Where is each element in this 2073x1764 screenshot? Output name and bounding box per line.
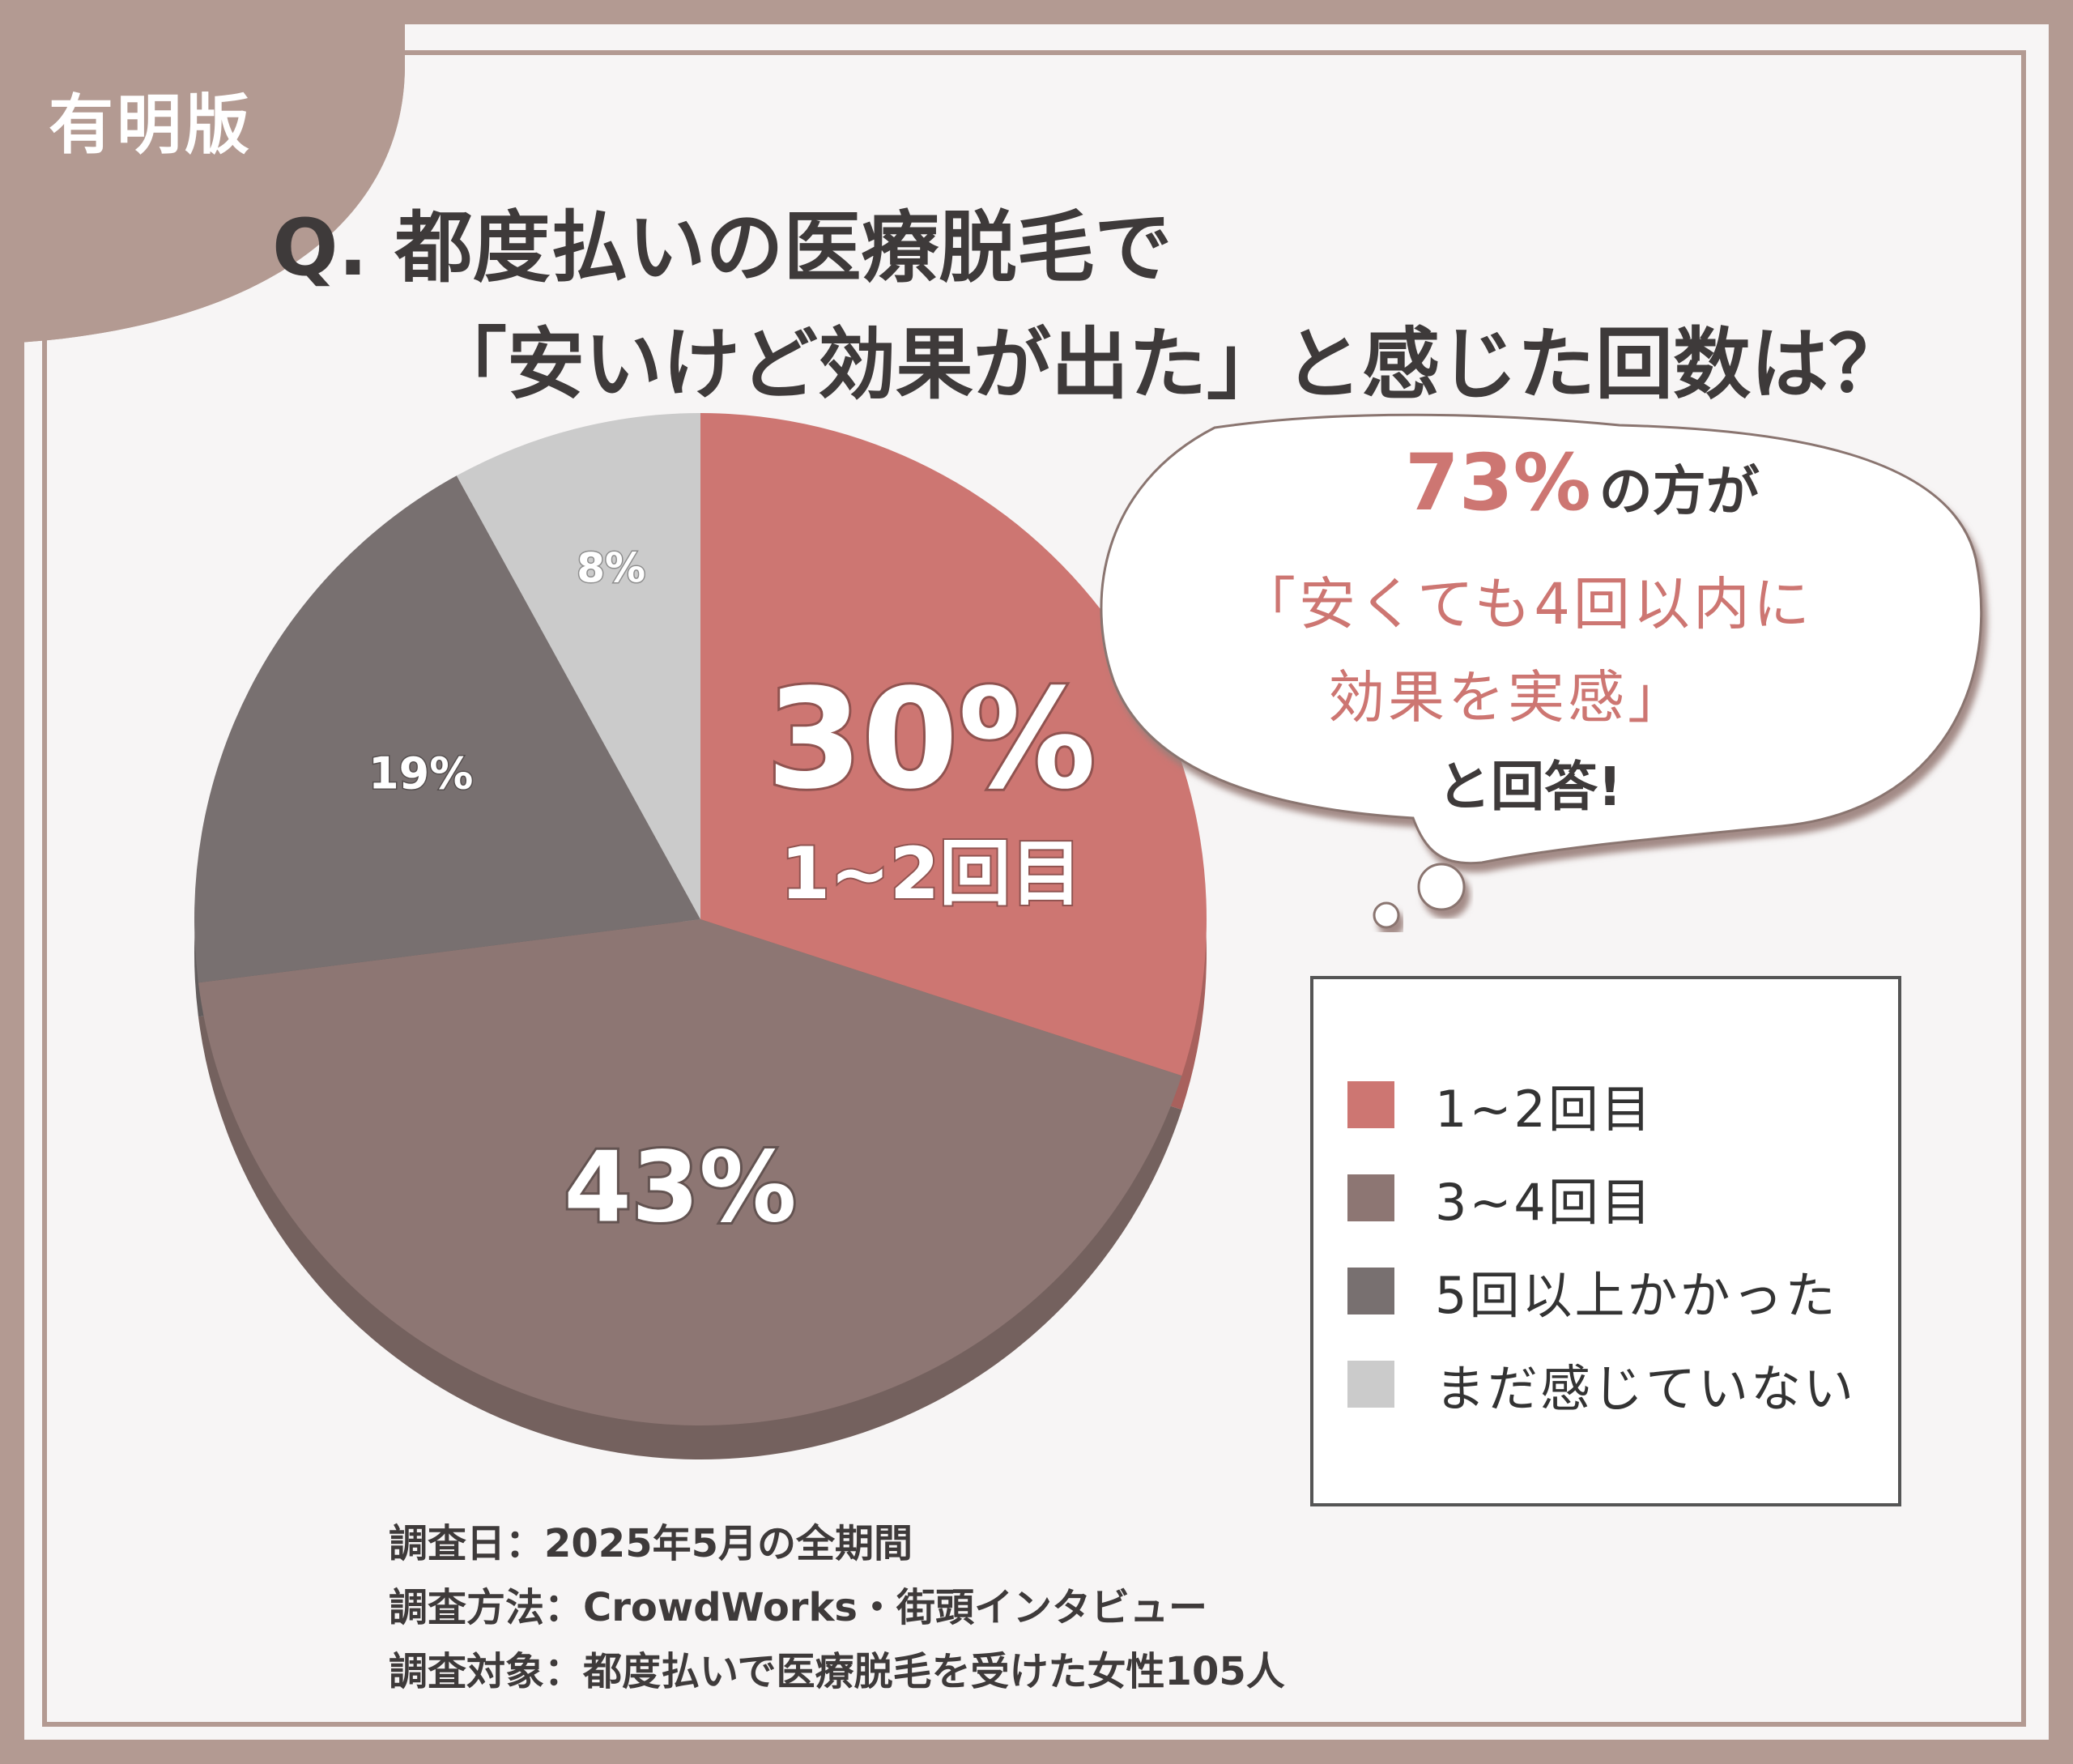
callout-line4: と回答! xyxy=(1437,756,1623,818)
legend-swatch xyxy=(1347,1268,1394,1314)
legend-label: 5回以上かかった xyxy=(1435,1266,1838,1325)
pie-slice-1 xyxy=(700,413,1207,1076)
pie-value-label-2: 43% xyxy=(564,1132,796,1245)
legend-label: まだ感じていない xyxy=(1435,1359,1857,1418)
corner-tab-overlay xyxy=(0,0,405,344)
pie-value-label-1: 30% xyxy=(767,659,1096,820)
legend-item-1-2: 1~2回目 xyxy=(1347,1080,1654,1139)
survey-date: 調査日：2025年5月の全期間 xyxy=(389,1521,913,1566)
legend-swatch xyxy=(1347,1081,1394,1128)
legend-swatch xyxy=(1347,1361,1394,1408)
survey-target: 調査対象：都度払いで医療脱毛を受けた女性105人 xyxy=(389,1649,1285,1694)
question-title-line2: 「安いけど効果が出た」と感じた回数は？ xyxy=(429,319,1906,410)
legend-item-3-4: 3~4回目 xyxy=(1347,1173,1654,1232)
callout-line2: 「安くても4回以内に xyxy=(1239,571,1813,637)
callout-line3: 効果を実感」 xyxy=(1328,664,1688,731)
pie-slice-3 xyxy=(194,475,700,983)
legend-swatch xyxy=(1347,1174,1394,1221)
legend-item-not-yet: まだ感じていない xyxy=(1347,1359,1856,1418)
question-title-line1: Q. 都度払いの医療脱毛で xyxy=(272,202,1173,293)
legend-label: 3~4回目 xyxy=(1435,1173,1654,1232)
pie-value-label-3: 19% xyxy=(368,748,473,799)
pie-category-label-1: 1~2回目 xyxy=(781,832,1082,915)
panel-frame xyxy=(42,50,2026,1727)
legend-item-5-plus: 5回以上かかった xyxy=(1347,1266,1837,1325)
pie-slice-2 xyxy=(198,919,1182,1425)
pie-slice-4 xyxy=(456,413,700,919)
callout-line1-rest: の方が xyxy=(1598,460,1760,522)
brand-label: 有明版 xyxy=(49,87,253,163)
callout-percent: 73% xyxy=(1405,437,1591,528)
chart-legend: 1~2回目 3~4回目 5回以上かかった まだ感じていない xyxy=(1310,976,1901,1506)
pie-value-label-4: 8% xyxy=(577,545,645,592)
survey-method: 調査方法：CrowdWorks・街頭インタビュー xyxy=(389,1585,1207,1630)
legend-label: 1~2回目 xyxy=(1435,1080,1654,1139)
callout-line1: 73% の方が xyxy=(1405,437,1760,528)
